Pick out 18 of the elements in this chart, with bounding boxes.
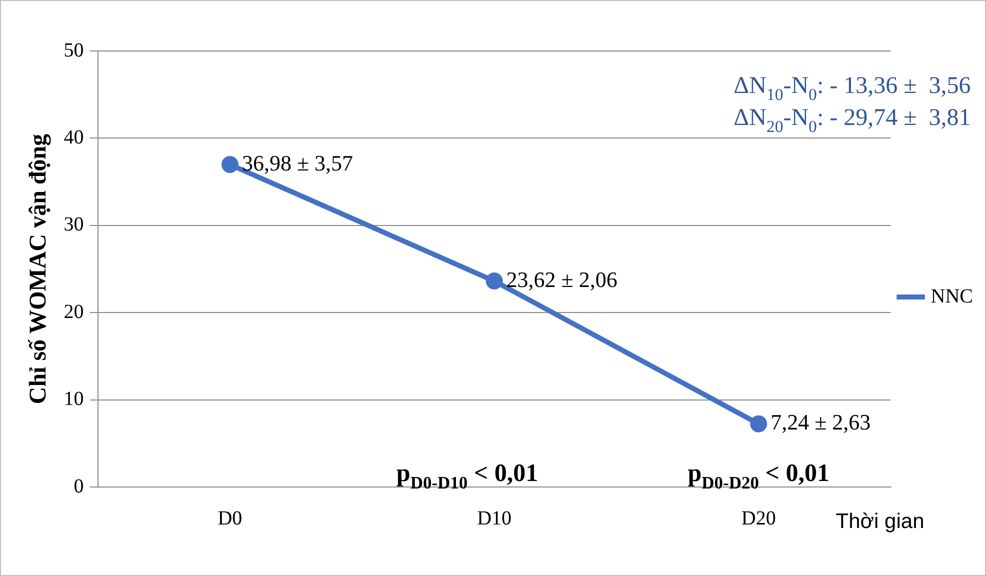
- point: [486, 272, 503, 290]
- data-label: 23,62 ± 2,06: [506, 266, 618, 292]
- x-tick-label: D0: [218, 507, 242, 530]
- y-tick-label: 20: [64, 300, 84, 323]
- y-tick-label: 50: [64, 39, 84, 62]
- y-tick-label: 40: [64, 126, 84, 148]
- point: [750, 415, 768, 432]
- x-axis-title: Thời gian: [836, 510, 924, 533]
- legend-label: NNC: [930, 285, 974, 308]
- y-tick-label: 0: [74, 475, 84, 498]
- data-label: 7,24 ± 2,63: [770, 410, 871, 435]
- x-tick-label: D10: [477, 507, 512, 530]
- point: [221, 156, 238, 174]
- y-tick-label: 30: [64, 214, 84, 236]
- y-tick-label: 10: [64, 388, 84, 410]
- y-axis-title: Chỉ số WOMAC vận động: [26, 134, 52, 404]
- x-tick-label: D20: [741, 507, 776, 530]
- data-label: 36,98 ± 3,57: [242, 150, 354, 176]
